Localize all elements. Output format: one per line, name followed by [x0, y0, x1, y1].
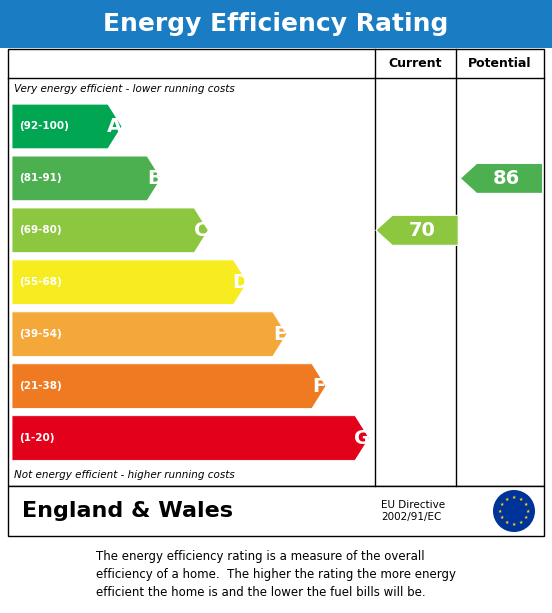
- Bar: [0, 0, 552, 48]
- Text: E: E: [273, 325, 286, 344]
- Text: Very energy efficient - lower running costs: Very energy efficient - lower running co…: [14, 85, 235, 94]
- Polygon shape: [460, 164, 543, 193]
- Polygon shape: [376, 215, 458, 245]
- Polygon shape: [12, 260, 247, 305]
- Text: ★: ★: [500, 516, 505, 520]
- Text: (39-54): (39-54): [19, 329, 62, 339]
- Text: ★: ★: [512, 495, 516, 500]
- Polygon shape: [12, 312, 286, 357]
- Text: ★: ★: [512, 522, 516, 527]
- Text: EU Directive
2002/91/EC: EU Directive 2002/91/EC: [381, 500, 445, 522]
- Text: Energy Efficiency Rating: Energy Efficiency Rating: [103, 12, 449, 36]
- Text: England & Wales: England & Wales: [22, 501, 233, 521]
- Text: C: C: [194, 221, 209, 240]
- Text: ★: ★: [524, 501, 528, 507]
- Text: ★: ★: [500, 501, 505, 507]
- Text: Not energy efficient - higher running costs: Not energy efficient - higher running co…: [14, 470, 235, 480]
- Text: G: G: [354, 428, 370, 447]
- Text: (81-91): (81-91): [19, 173, 62, 183]
- Text: (92-100): (92-100): [19, 121, 69, 131]
- Text: The energy efficiency rating is a measure of the overall
efficiency of a home.  : The energy efficiency rating is a measur…: [96, 550, 456, 599]
- Text: ★: ★: [505, 497, 509, 501]
- Text: ★: ★: [498, 509, 502, 514]
- Text: ★: ★: [519, 520, 523, 525]
- Text: (69-80): (69-80): [19, 226, 62, 235]
- Text: (21-38): (21-38): [19, 381, 62, 391]
- Text: ★: ★: [524, 516, 528, 520]
- Text: B: B: [147, 169, 162, 188]
- Polygon shape: [12, 416, 369, 460]
- Circle shape: [493, 490, 535, 532]
- Text: (55-68): (55-68): [19, 277, 62, 287]
- Text: Potential: Potential: [468, 57, 532, 70]
- Polygon shape: [12, 208, 208, 253]
- Bar: [8, 48, 544, 486]
- Polygon shape: [12, 364, 326, 408]
- Bar: [8, 486, 544, 536]
- Text: 70: 70: [408, 221, 436, 240]
- Text: ★: ★: [526, 509, 530, 514]
- Polygon shape: [12, 104, 122, 149]
- Text: ★: ★: [505, 520, 509, 525]
- Text: 86: 86: [493, 169, 520, 188]
- Text: F: F: [312, 376, 326, 395]
- Text: D: D: [232, 273, 248, 292]
- Polygon shape: [12, 156, 161, 200]
- Text: ★: ★: [519, 497, 523, 501]
- Text: A: A: [107, 117, 123, 136]
- Text: Current: Current: [389, 57, 442, 70]
- Text: (1-20): (1-20): [19, 433, 55, 443]
